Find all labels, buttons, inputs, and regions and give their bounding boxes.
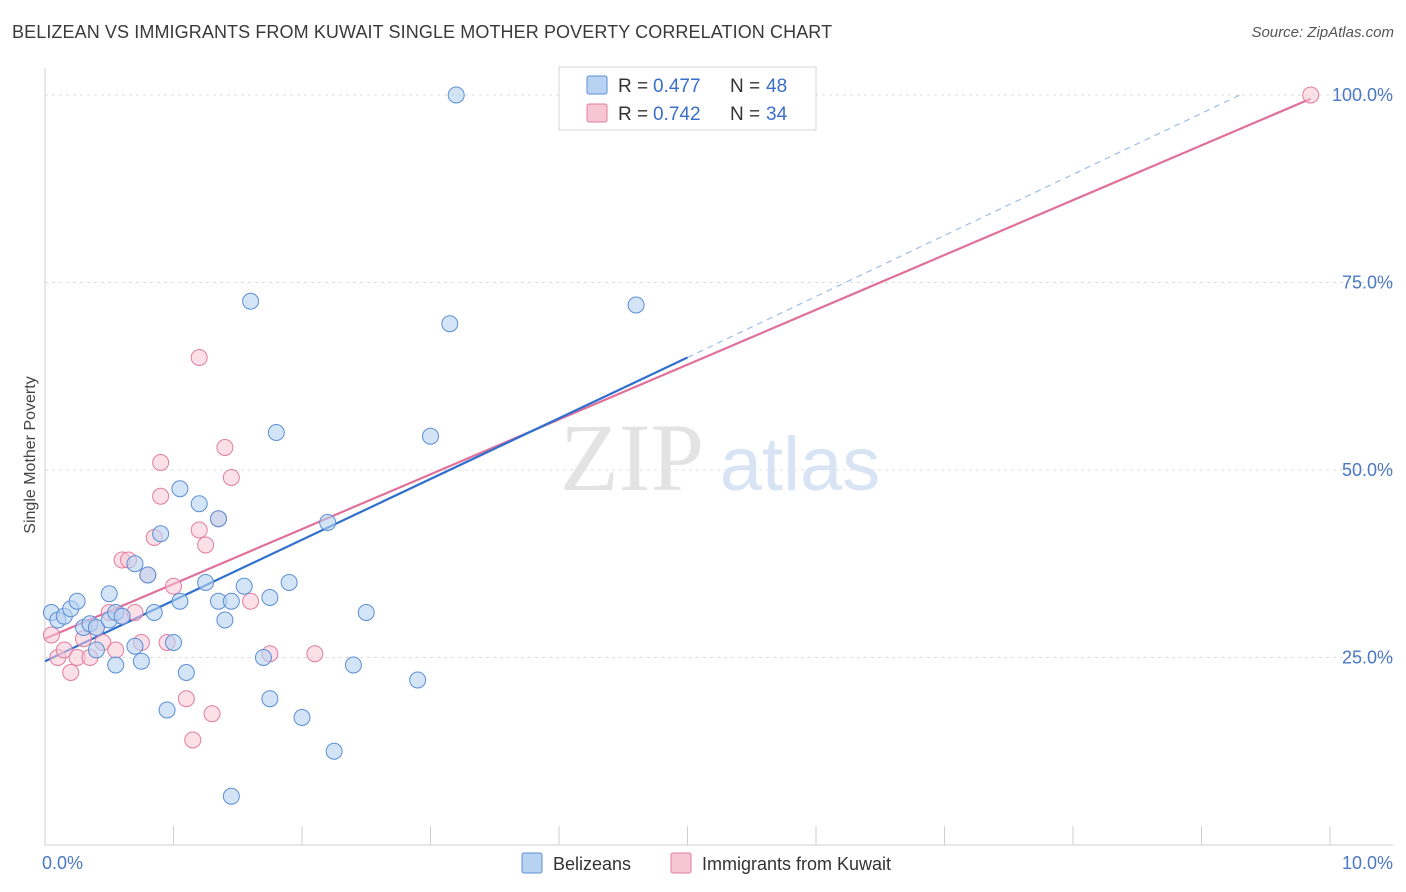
belizean-point [447,86,465,104]
legend-n-label-1: N = [730,76,765,97]
belizean-point [222,592,240,610]
series-swatch-kuwait [670,852,692,874]
belizean-point [293,709,311,726]
belizean-point [357,604,375,621]
belizean-point [209,510,227,528]
kuwait-point [190,349,208,366]
kuwait-point [107,641,125,659]
belizean-point [267,424,285,441]
x-tick-label-min: 0.0% [42,853,83,873]
belizean-point [197,574,215,591]
belizean-point [113,607,131,625]
y-tick-labels: 25.0% 50.0% 75.0% 100.0% [1332,85,1393,668]
kuwait-point [152,487,170,505]
belizean-point [139,566,157,584]
kuwait-trend-line [44,97,1312,640]
legend-swatch-belizeans [586,75,608,95]
legend: R = 0.477 N = 48 R = 0.742 N = 34 [558,66,817,131]
belizean-point [132,652,150,670]
kuwait-point [42,626,60,644]
belizean-point [68,592,86,610]
y-tick-label: 25.0% [1342,648,1393,668]
y-tick-label: 75.0% [1342,273,1393,293]
belizean-point [87,619,105,636]
series-name-kuwait: Immigrants from Kuwait [702,854,891,874]
belizean-point [319,514,337,531]
belizean-point [216,611,234,629]
legend-n-value-1: 48 [766,76,787,97]
belizean-point [261,589,279,606]
legend-n-value-2: 34 [766,104,788,125]
belizean-point [344,656,362,674]
series-name-belizeans: Belizeans [553,854,631,874]
axes [44,68,1393,846]
belizean-point [235,577,253,595]
belizean-point [280,574,298,591]
grid-lines [45,94,1393,658]
belizean-points [42,86,645,805]
belizean-point [254,649,272,666]
belizean-point [158,701,176,719]
belizean-point [222,787,240,805]
legend-r-label-2: R = [618,104,653,125]
belizean-trend-extension [687,94,1241,359]
belizean-point [409,671,427,689]
series-legend: Belizeans Immigrants from Kuwait [521,852,891,874]
belizean-point [87,641,105,659]
belizean-point [177,664,195,681]
belizean-point [145,604,163,621]
belizean-point [171,592,189,610]
kuwait-point [242,592,260,610]
y-tick-label: 50.0% [1342,460,1393,480]
kuwait-point [197,536,215,554]
belizean-point [171,480,189,498]
legend-r-label-1: R = [618,76,653,97]
legend-n-label-2: N = [730,104,765,125]
kuwait-point [190,521,208,539]
belizean-point [126,555,144,573]
kuwait-point [55,641,73,659]
kuwait-point [1302,86,1320,104]
belizean-point [627,296,645,314]
kuwait-point [152,454,170,471]
belizean-point [441,315,459,333]
belizean-point [152,525,170,543]
belizean-point [126,637,144,655]
belizean-point [242,292,260,310]
legend-swatch-kuwait [586,103,608,123]
x-tick-label-max: 10.0% [1342,853,1393,873]
belizean-point [190,495,208,513]
belizean-point [100,585,118,603]
chart-title: BELIZEAN VS IMMIGRANTS FROM KUWAIT SINGL… [12,22,833,42]
legend-r-value-2: 0.742 [653,104,701,125]
kuwait-point [62,664,80,681]
y-tick-label: 100.0% [1332,85,1393,105]
kuwait-point [306,645,324,663]
watermark-zip: ZIP [560,404,704,511]
legend-r-value-1: 0.477 [653,76,701,97]
belizean-point [261,690,279,708]
kuwait-point [184,731,202,749]
kuwait-point [165,577,182,595]
belizean-point [107,656,125,674]
kuwait-point [203,705,221,723]
belizean-point [422,427,439,445]
kuwait-point [177,690,195,708]
trend-lines [44,94,1312,663]
series-swatch-belizeans [521,852,543,874]
y-axis-title: Single Mother Poverty [22,376,39,533]
kuwait-point [222,469,240,486]
belizean-point [165,634,182,651]
belizean-point [325,742,343,760]
kuwait-point [216,439,234,456]
source-credit: Source: ZipAtlas.com [1251,24,1394,41]
watermark-atlas: atlas [720,422,881,507]
